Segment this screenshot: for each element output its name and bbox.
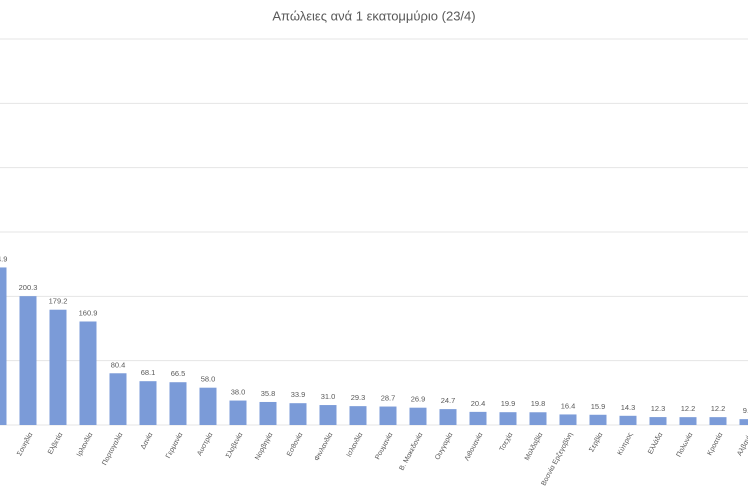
x-tick-label: Νορβηγία (253, 431, 274, 461)
value-label: 12.3 (651, 404, 666, 413)
bar (379, 406, 397, 425)
bar (529, 412, 547, 425)
bar (589, 414, 607, 425)
value-label: 12.2 (681, 404, 696, 413)
x-tick-label: Ουγγαρία (433, 431, 454, 461)
x-tick-label: Μολδαβία (523, 431, 544, 462)
bar (109, 373, 127, 425)
x-tick-label: Πορτογαλία (100, 431, 124, 467)
x-tick-label: Βοσνία Ερζεγοβίνη (540, 431, 575, 487)
bar (229, 400, 247, 425)
x-tick-label: Δανία (139, 431, 154, 450)
bar (649, 417, 667, 425)
value-label: 9.1 (743, 406, 748, 415)
value-label: 29.3 (351, 393, 366, 402)
value-label: 33.9 (291, 390, 306, 399)
x-tick-label: Σλοβενία (224, 431, 244, 459)
bar (709, 417, 727, 425)
bar (79, 321, 97, 425)
value-label: 66.5 (171, 369, 186, 378)
x-tick-label: Κύπρος (616, 430, 635, 456)
bar (289, 403, 307, 425)
x-tick-label: Σουηδία (15, 431, 34, 457)
bar (619, 415, 637, 425)
x-tick-label: Ιρλανδία (75, 431, 94, 458)
bar (169, 382, 187, 425)
value-label: 28.7 (381, 394, 396, 403)
bar (319, 405, 337, 425)
value-label: 19.9 (501, 399, 516, 408)
value-label: 80.4 (111, 360, 126, 369)
value-label: 160.9 (79, 308, 98, 317)
bar (499, 412, 517, 425)
value-label: 179.2 (49, 297, 68, 306)
x-tick-label: Πολωνία (675, 431, 695, 458)
bar (679, 417, 697, 425)
chart-title: Απώλειες ανά 1 εκατομμύριο (23/4) (272, 8, 475, 23)
bar (259, 401, 277, 425)
x-tick-label: Κροατία (706, 431, 725, 457)
x-tick-label: Φινλανδία (313, 431, 335, 462)
x-tick-label: Αυστρία (196, 431, 215, 457)
bar (139, 381, 157, 425)
value-label: 200.3 (19, 283, 38, 292)
x-tick-label: Σερβία (587, 431, 604, 453)
bar (739, 419, 748, 425)
value-label: 68.1 (141, 368, 156, 377)
x-tick-label: Εσθονία (285, 431, 304, 458)
value-label: 14.3 (621, 403, 636, 412)
value-label: 19.8 (531, 399, 546, 408)
value-label: 38.0 (231, 388, 246, 397)
bar (19, 296, 37, 425)
bar (49, 309, 67, 425)
value-label: 58.0 (201, 375, 216, 384)
x-tick-label: Β. Μακεδονία (398, 431, 425, 472)
bar (349, 406, 367, 425)
value-label: 26.9 (411, 395, 426, 404)
value-label: 24.7 (441, 396, 456, 405)
bar (559, 414, 577, 425)
x-tick-label: Ελλάδα (646, 431, 664, 456)
x-tick-label: Ισλανδία (345, 431, 365, 458)
x-tick-label: Λιθουανία (463, 431, 485, 462)
bar (409, 407, 427, 425)
bar (469, 411, 487, 425)
bar (0, 267, 7, 425)
value-label: 16.4 (561, 401, 576, 410)
x-tick-label: Γερμανία (164, 431, 184, 460)
value-label: 244.9 (0, 254, 7, 263)
x-tick-label: Αλβανία (735, 431, 748, 457)
x-tick-label: Ελβετία (46, 431, 64, 456)
value-label: 15.9 (591, 402, 606, 411)
x-tick-label: Τσεχία (498, 431, 515, 453)
x-tick-label: Ρουμανία (373, 431, 394, 461)
value-label: 20.4 (471, 399, 486, 408)
value-label: 31.0 (321, 392, 336, 401)
value-label: 35.8 (261, 389, 276, 398)
value-label: 12.2 (711, 404, 726, 413)
bar (439, 409, 457, 425)
bar (199, 387, 217, 425)
